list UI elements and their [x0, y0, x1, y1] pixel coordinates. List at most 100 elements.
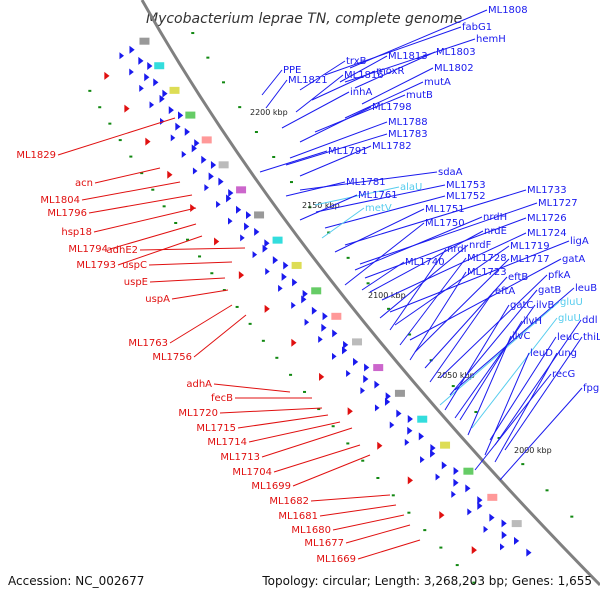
right-label-leader	[444, 304, 510, 411]
gene-arrow	[311, 306, 318, 315]
gene-label: ML1720	[178, 408, 218, 419]
feature-block	[511, 520, 522, 528]
gene-label: ilvH	[523, 316, 542, 327]
right-label-leader	[324, 195, 446, 229]
left-label-leader	[171, 289, 229, 300]
gene-arrow	[254, 227, 260, 236]
gene-label: alaU	[400, 182, 422, 193]
gene-label: uspC	[122, 260, 147, 271]
gene-label: ML1713	[220, 452, 260, 463]
gene-arrow	[353, 357, 359, 366]
gene-arrow	[471, 546, 477, 555]
left-label-leader	[139, 247, 246, 251]
gene-arrow	[104, 71, 110, 80]
right-label-leader	[314, 186, 400, 206]
gene-label: ML1796	[47, 208, 87, 219]
gene-arrow	[304, 318, 310, 326]
gene-arrow	[477, 501, 483, 510]
marker-dot	[545, 489, 549, 492]
marker-dot	[455, 564, 459, 567]
marker-dot	[248, 322, 252, 325]
marker-dot	[151, 188, 155, 191]
right-label-leader	[339, 55, 388, 83]
gene-arrow	[119, 52, 125, 60]
feature-block	[218, 161, 229, 169]
right-label-leader	[285, 133, 388, 166]
gene-label: ML1782	[372, 141, 412, 152]
feature-block	[417, 415, 428, 423]
gene-label: ML1802	[434, 63, 474, 74]
gene-label: ML1781	[346, 177, 386, 188]
left-label-leader	[248, 421, 341, 443]
right-label-leader	[394, 245, 510, 326]
right-label-leader	[324, 26, 462, 76]
gene-arrow	[501, 531, 507, 540]
gene-label: ML1740	[405, 257, 445, 268]
gene-arrow	[407, 415, 413, 424]
gene-label: ML1677	[304, 538, 344, 549]
gene-label: ung	[558, 348, 577, 359]
gene-arrow	[210, 161, 217, 170]
left-label-leader	[57, 117, 176, 156]
left-label-leader	[219, 407, 323, 414]
marker-dot	[376, 476, 380, 479]
marker-dot	[140, 172, 144, 175]
right-label-leader	[414, 258, 510, 353]
gene-arrow	[264, 304, 270, 313]
left-label-leader	[357, 539, 421, 560]
left-label-leader	[213, 383, 291, 393]
gene-arrow	[374, 380, 380, 389]
left-label-leader	[81, 181, 181, 201]
gene-arrow	[216, 200, 221, 208]
gene-label: nrdF	[469, 240, 492, 251]
gene-arrow	[181, 150, 187, 158]
gene-arrow	[291, 301, 296, 309]
marker-dot	[391, 494, 395, 497]
gene-label: ilvB	[536, 300, 554, 311]
gene-arrow	[153, 78, 159, 87]
marker-dot	[407, 511, 411, 514]
right-label-leader	[364, 217, 527, 279]
gene-arrow	[178, 111, 184, 120]
right-label-leader	[467, 335, 512, 436]
gene-label: ML1699	[251, 481, 291, 492]
gene-label: gatC	[510, 300, 533, 311]
gene-label: trxB	[346, 56, 367, 67]
right-label-leader	[299, 106, 372, 143]
gene-arrow	[149, 101, 155, 109]
right-label-leader	[299, 145, 372, 177]
kbp-tick-label: 2050 kbp	[437, 371, 475, 380]
right-label-leader	[459, 320, 523, 421]
gene-arrow	[192, 167, 198, 175]
gene-arrow	[332, 352, 337, 360]
gene-label: ML1728	[467, 253, 507, 264]
gene-arrow	[262, 244, 268, 253]
right-label-leader	[361, 67, 434, 105]
gene-arrow	[451, 490, 456, 498]
gene-label: uspA	[145, 294, 170, 305]
gene-label: adhE2	[107, 245, 139, 256]
gene-label: ML1680	[291, 525, 331, 536]
right-label-leader	[344, 81, 424, 119]
gene-arrow	[281, 272, 287, 281]
left-label-leader	[273, 444, 361, 473]
gene-arrow	[236, 205, 242, 214]
marker-dot	[206, 56, 210, 59]
genome-backbone	[140, 0, 600, 587]
marker-dot	[570, 515, 574, 518]
feature-block	[185, 111, 196, 119]
marker-dot	[474, 410, 478, 413]
kbp-tick-label: 2200 kbp	[250, 108, 288, 117]
gene-label: ML1804	[40, 195, 80, 206]
gene-arrow	[170, 134, 176, 142]
gene-arrow	[190, 203, 196, 212]
marker-dot	[118, 139, 122, 142]
feature-block	[311, 287, 322, 295]
gene-label: adhA	[186, 379, 212, 390]
right-label-leader	[389, 248, 447, 331]
feature-block	[373, 364, 384, 372]
gene-label: acn	[75, 178, 93, 189]
gene-label: thiL	[583, 332, 600, 343]
gene-label: ML1681	[278, 511, 318, 522]
